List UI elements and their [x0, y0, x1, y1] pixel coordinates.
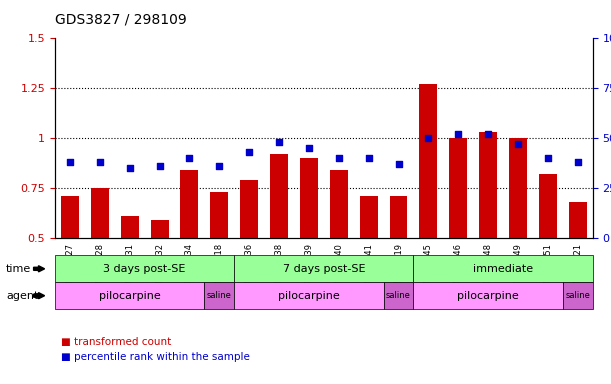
Text: saline: saline [565, 291, 590, 300]
Bar [150, 220, 169, 238]
Point [334, 155, 343, 161]
Point [393, 161, 403, 167]
Text: saline: saline [386, 291, 411, 300]
Text: time: time [6, 264, 31, 274]
Bar [539, 174, 557, 238]
Text: 3 days post-SE: 3 days post-SE [103, 264, 186, 274]
Text: pilocarpine: pilocarpine [457, 291, 519, 301]
Point [543, 155, 553, 161]
Point [274, 139, 284, 145]
Text: GDS3827 / 298109: GDS3827 / 298109 [55, 13, 187, 27]
Text: 7 days post-SE: 7 days post-SE [282, 264, 365, 274]
Bar [300, 158, 318, 238]
Text: ■ percentile rank within the sample: ■ percentile rank within the sample [61, 352, 250, 362]
Text: agent: agent [6, 291, 38, 301]
Bar [210, 192, 229, 238]
Point [125, 165, 134, 171]
Point [513, 141, 523, 147]
Text: pilocarpine: pilocarpine [278, 291, 340, 301]
Bar [91, 188, 109, 238]
Point [304, 145, 314, 151]
Point [453, 131, 463, 137]
Point [423, 135, 433, 141]
Point [573, 159, 583, 165]
Bar [180, 170, 199, 238]
Point [155, 163, 164, 169]
Text: ■ transformed count: ■ transformed count [61, 337, 171, 347]
Text: saline: saline [207, 291, 232, 300]
Point [95, 159, 104, 165]
Point [364, 155, 373, 161]
Bar [479, 132, 497, 238]
Bar [240, 180, 258, 238]
Bar [390, 196, 408, 238]
Bar [61, 196, 79, 238]
Point [483, 131, 493, 137]
Point [214, 163, 224, 169]
Point [65, 159, 75, 165]
Bar [270, 154, 288, 238]
Point [244, 149, 254, 155]
Bar [419, 84, 437, 238]
Bar [509, 138, 527, 238]
Point [185, 155, 194, 161]
Bar [449, 138, 467, 238]
Bar [360, 196, 378, 238]
Text: immediate: immediate [473, 264, 533, 274]
Bar [569, 202, 587, 238]
Bar [121, 216, 139, 238]
Text: pilocarpine: pilocarpine [99, 291, 161, 301]
Bar [330, 170, 348, 238]
